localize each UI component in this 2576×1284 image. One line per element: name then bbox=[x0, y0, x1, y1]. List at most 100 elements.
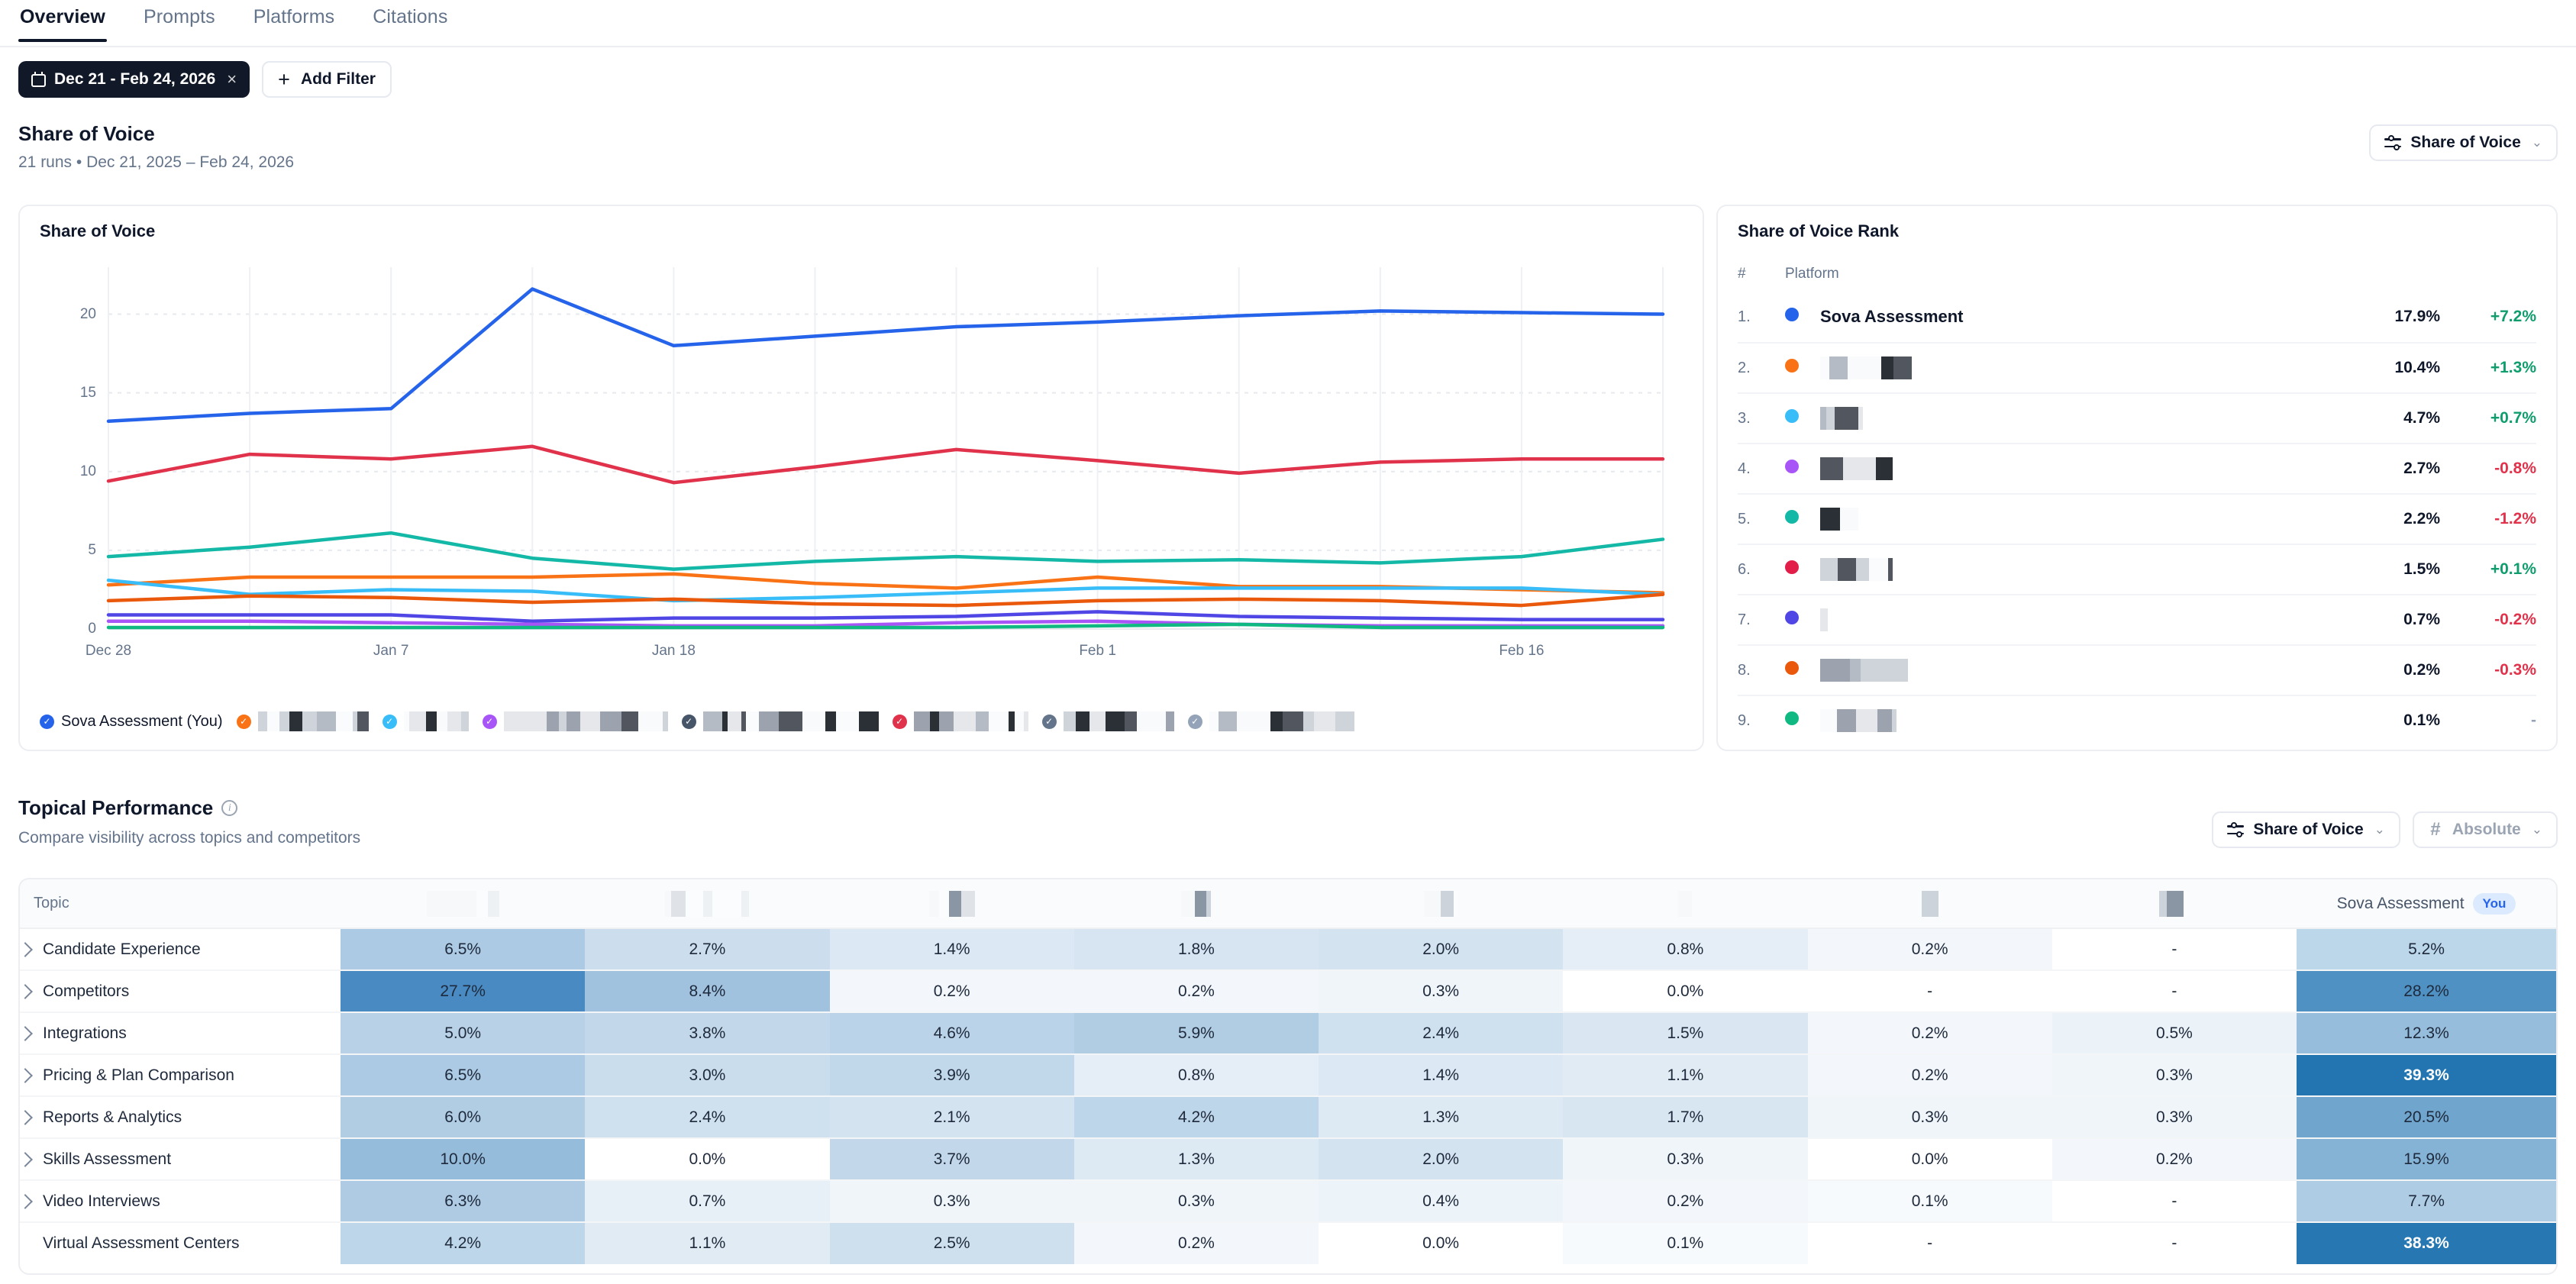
table-row[interactable]: Virtual Assessment Centers 4.2% 1.1% 2.5% 0.… bbox=[20, 1222, 2556, 1264]
chevron-right-icon[interactable] bbox=[20, 1067, 33, 1083]
rank-number: 8. bbox=[1738, 661, 1751, 679]
table-head: Topic Sova Assessment You bbox=[20, 879, 2556, 929]
redacted-name bbox=[503, 711, 668, 731]
chevron-right-icon[interactable] bbox=[20, 1193, 33, 1209]
rank-row[interactable]: 9. 0.1% - bbox=[1738, 695, 2536, 745]
info-icon[interactable]: i bbox=[221, 800, 238, 816]
metric-cell: 0.3% bbox=[1563, 1138, 1808, 1181]
add-filter-button[interactable]: + Add Filter bbox=[262, 61, 392, 98]
tab-prompts[interactable]: Prompts bbox=[143, 6, 215, 27]
series-color-dot bbox=[1785, 661, 1799, 675]
chevron-right-icon[interactable] bbox=[20, 983, 33, 999]
rank-row[interactable]: 3. 4.7% +0.7% bbox=[1738, 392, 2536, 443]
legend-item-sova-assessment[interactable]: ✓ Sova Assessment (You) bbox=[40, 713, 223, 731]
chevron-right-icon[interactable] bbox=[20, 941, 33, 957]
metric-cell: 3.7% bbox=[829, 1138, 1074, 1181]
redacted-competitor-header bbox=[1332, 890, 1549, 917]
col-header-competitor[interactable] bbox=[2051, 879, 2297, 929]
metric-cell: 4.6% bbox=[829, 1012, 1074, 1055]
topical-mode-select[interactable]: # Absolute ⌄ bbox=[2412, 811, 2558, 848]
redacted-competitor-header bbox=[1088, 890, 1305, 917]
metric-cell-me: 20.5% bbox=[2297, 1096, 2556, 1139]
chevron-right-icon[interactable] bbox=[20, 1151, 33, 1167]
topic-cell[interactable]: Reports & Analytics bbox=[20, 1096, 341, 1139]
legend-item-competitor[interactable]: ✓ bbox=[482, 711, 668, 731]
y-axis-tick: 10 bbox=[79, 463, 96, 479]
topic-cell[interactable]: Video Interviews bbox=[20, 1180, 341, 1223]
table-row[interactable]: Competitors 27.7% 8.4% 0.2% 0.2% 0.3% 0.0% - -28… bbox=[20, 970, 2556, 1013]
rank-value: 0.7% bbox=[2403, 611, 2440, 628]
chart-line bbox=[106, 622, 1665, 630]
legend-item-competitor[interactable]: ✓ bbox=[681, 711, 879, 731]
metric-cell: 0.5% bbox=[2051, 1012, 2297, 1055]
filter-row: Dec 21 - Feb 24, 2026 × + Add Filter bbox=[18, 61, 392, 98]
rank-value: 10.4% bbox=[2394, 359, 2440, 376]
table-row[interactable]: Reports & Analytics 6.0% 2.4% 2.1% 4.2% 1.3% 1… bbox=[20, 1096, 2556, 1139]
rank-row[interactable]: 2. 10.4% +1.3% bbox=[1738, 342, 2536, 392]
legend-item-competitor[interactable]: ✓ bbox=[382, 711, 469, 731]
topic-cell[interactable]: Competitors bbox=[20, 970, 341, 1013]
table-row[interactable]: Skills Assessment 10.0% 0.0% 3.7% 1.3% 2.0% 0.… bbox=[20, 1138, 2556, 1181]
rank-number: 1. bbox=[1738, 308, 1751, 325]
chevron-right-icon[interactable] bbox=[20, 1109, 33, 1125]
metric-cell: 3.8% bbox=[585, 1012, 830, 1055]
metric-cell: 0.3% bbox=[2051, 1054, 2297, 1097]
metric-cell: 3.0% bbox=[585, 1054, 830, 1097]
legend-item-competitor[interactable]: ✓ bbox=[1041, 711, 1174, 731]
legend-item-competitor[interactable]: ✓ bbox=[1187, 711, 1354, 731]
col-header-competitor[interactable] bbox=[585, 879, 830, 929]
metric-cell: 0.0% bbox=[1319, 1222, 1564, 1264]
table-row[interactable]: Candidate Experience 6.5% 2.7% 1.4% 1.8% 2.0%… bbox=[20, 928, 2556, 971]
rank-platform-name bbox=[1820, 356, 2339, 379]
col-header-competitor[interactable] bbox=[1073, 879, 1319, 929]
metric-cell: 0.7% bbox=[585, 1180, 830, 1223]
remove-date-filter-icon[interactable]: × bbox=[227, 69, 237, 89]
metric-cell: 0.3% bbox=[1319, 970, 1564, 1013]
rank-color-dot-cell bbox=[1785, 460, 1820, 478]
rank-row[interactable]: 5. 2.2% -1.2% bbox=[1738, 493, 2536, 544]
date-range-chip[interactable]: Dec 21 - Feb 24, 2026 × bbox=[18, 61, 250, 98]
table-row[interactable]: Pricing & Plan Comparison 6.5% 3.0% 3.9% 0.8… bbox=[20, 1054, 2556, 1097]
chevron-right-icon[interactable] bbox=[20, 1025, 33, 1041]
col-header-me: Sova Assessment You bbox=[2297, 879, 2556, 929]
series-color-dot bbox=[1785, 308, 1799, 321]
rank-row[interactable]: 7. 0.7% -0.2% bbox=[1738, 594, 2536, 644]
topical-metric-select[interactable]: Share of Voice ⌄ bbox=[2212, 811, 2400, 848]
chart-title: Share of Voice bbox=[40, 221, 156, 240]
rank-row[interactable]: 1. Sova Assessment 17.9% +7.2% bbox=[1738, 292, 2536, 342]
table-row[interactable]: Video Interviews 6.3% 0.7% 0.3% 0.3% 0.4% 0.2%… bbox=[20, 1180, 2556, 1223]
redacted-name bbox=[1063, 711, 1174, 731]
topical-performance-title: Topical Performance bbox=[18, 796, 214, 819]
topic-cell[interactable]: Skills Assessment bbox=[20, 1138, 341, 1181]
rank-row[interactable]: 8. 0.2% -0.3% bbox=[1738, 644, 2536, 695]
rank-row[interactable]: 6. 1.5% +0.1% bbox=[1738, 544, 2536, 594]
metric-cell: 0.3% bbox=[829, 1180, 1074, 1223]
col-header-competitor[interactable] bbox=[1807, 879, 2052, 929]
legend-check-icon: ✓ bbox=[40, 714, 54, 729]
topic-cell[interactable]: Candidate Experience bbox=[20, 928, 341, 971]
col-header-competitor[interactable] bbox=[1563, 879, 1808, 929]
col-header-competitor[interactable] bbox=[1319, 879, 1564, 929]
sliders-icon bbox=[2227, 822, 2245, 837]
legend-check-icon: ✓ bbox=[1187, 714, 1202, 729]
rank-value: 0.2% bbox=[2403, 661, 2440, 679]
topic-cell[interactable]: Integrations bbox=[20, 1012, 341, 1055]
rank-platform-label: Sova Assessment bbox=[1820, 307, 1964, 326]
table-row[interactable]: Integrations 5.0% 3.8% 4.6% 5.9% 2.4% 1.5% 0.2%… bbox=[20, 1012, 2556, 1055]
legend-item-competitor[interactable]: ✓ bbox=[236, 711, 369, 731]
y-axis-tick: 20 bbox=[79, 305, 96, 322]
topic-cell[interactable]: Virtual Assessment Centers bbox=[20, 1222, 341, 1264]
metric-cell: 0.2% bbox=[1073, 970, 1319, 1013]
rank-value: 4.7% bbox=[2403, 409, 2440, 427]
sov-metric-select[interactable]: Share of Voice ⌄ bbox=[2369, 124, 2558, 161]
line-chart[interactable]: 0 5 10 15 20 Dec 28 Jan 7 Jan 18 Feb 1 Feb 16 bbox=[20, 253, 1703, 704]
legend-item-competitor[interactable]: ✓ bbox=[892, 711, 1028, 731]
rank-delta: - bbox=[2531, 711, 2536, 729]
rank-row[interactable]: 4. 2.7% -0.8% bbox=[1738, 443, 2536, 493]
col-header-competitor[interactable] bbox=[829, 879, 1074, 929]
tab-citations[interactable]: Citations bbox=[373, 6, 448, 27]
col-header-competitor[interactable] bbox=[341, 879, 586, 929]
tab-overview[interactable]: Overview bbox=[18, 0, 107, 42]
topic-cell[interactable]: Pricing & Plan Comparison bbox=[20, 1054, 341, 1097]
tab-platforms[interactable]: Platforms bbox=[253, 6, 335, 27]
